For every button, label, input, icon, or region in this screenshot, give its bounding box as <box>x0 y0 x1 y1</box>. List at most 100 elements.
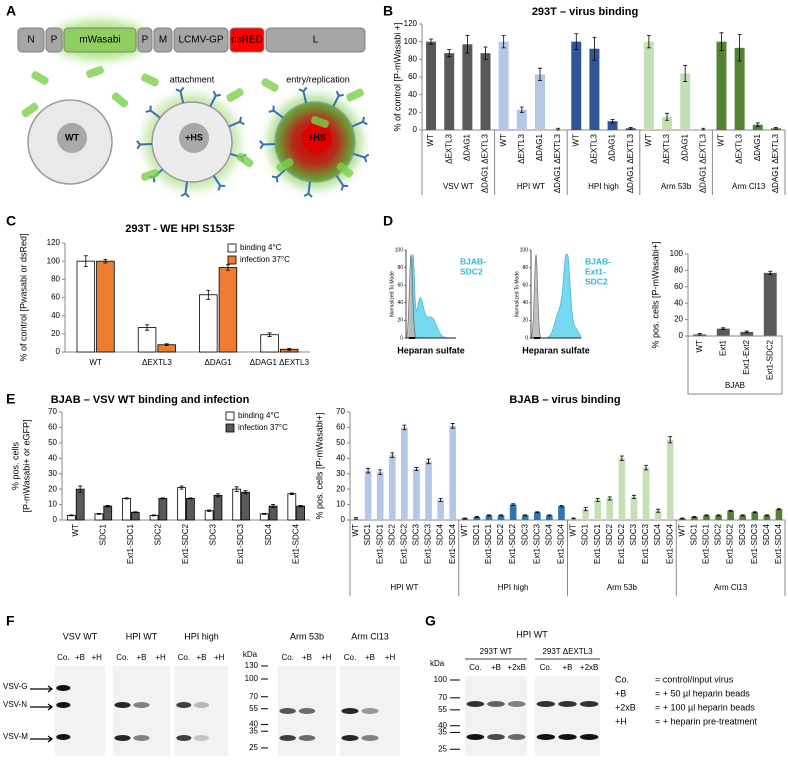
bar <box>607 121 618 130</box>
error-bar <box>287 347 292 351</box>
error-bar <box>225 264 230 271</box>
bar <box>594 499 602 520</box>
bar <box>413 469 420 520</box>
bar <box>571 41 582 130</box>
panel-label: D <box>383 213 393 229</box>
group-label: BJAB <box>725 381 745 390</box>
y-tick-label: 80 <box>397 265 403 271</box>
error-bar <box>243 490 248 495</box>
x-tick-label: ΔEXTL3 <box>590 133 599 163</box>
group-label: HPI WT <box>390 583 418 592</box>
y-tick-label: 100 <box>520 247 529 253</box>
x-tick-label: ΔDAG1 <box>680 133 689 161</box>
bar <box>498 41 509 130</box>
x-tick-label: Ext1-SDC4 <box>291 523 300 564</box>
error-bar <box>483 46 488 60</box>
bar <box>666 439 674 520</box>
x-tick-label: WT <box>644 134 653 147</box>
y-tick-label: 20 <box>48 484 57 493</box>
y-tick-label: 0 <box>525 335 528 341</box>
y-tick-label: 60 <box>408 72 417 81</box>
bar <box>582 509 589 520</box>
cell-label: +HS <box>185 132 203 142</box>
y-tick-label: 80 <box>408 54 417 63</box>
bar <box>534 74 545 130</box>
band <box>341 735 359 741</box>
x-tick-label: SDC3 <box>412 523 421 545</box>
group-label: HPI high <box>588 182 619 191</box>
band <box>56 734 71 740</box>
lane-label: Co. <box>469 663 481 672</box>
panel-label: A <box>6 3 16 19</box>
bar <box>177 487 186 521</box>
error-bar <box>716 514 721 517</box>
lane-label: +B <box>136 653 146 662</box>
x-tick-label: SDC2 <box>496 523 505 545</box>
receptors <box>136 86 370 198</box>
x-tick-label: ΔEXTL3 <box>517 133 526 163</box>
legend-label: binding 4°C <box>240 243 282 252</box>
lane-label: +H <box>91 653 102 662</box>
x-tick-label: SDC3 <box>209 523 218 545</box>
y-tick-label: 100 <box>47 256 61 265</box>
cell-label: +HS <box>308 132 326 142</box>
receptor <box>228 116 245 128</box>
x-tick-label: SDC3 <box>629 523 638 545</box>
x-tick-label: SDC4 <box>653 523 662 545</box>
bar <box>388 455 396 520</box>
error-bar <box>680 517 685 520</box>
x-tick-label: Ext1-SDC3 <box>750 523 759 564</box>
band <box>536 701 556 707</box>
virus-particle <box>311 116 329 128</box>
protein-label: VSV-M <box>3 732 28 741</box>
y-tick-label: 0 <box>341 515 346 524</box>
x-tick-label: Ext1-SDC2 <box>617 523 626 564</box>
error-bar <box>619 455 624 461</box>
bar <box>232 488 242 521</box>
receptor <box>209 90 221 107</box>
y-tick-label: 80 <box>51 274 60 283</box>
band <box>279 708 296 714</box>
panel-label: C <box>6 213 16 229</box>
error-bar <box>188 497 193 500</box>
bar <box>716 328 730 336</box>
group-label: HPI WT <box>517 182 545 191</box>
x-tick-label: SDC1 <box>363 523 372 545</box>
y-tick-label: 40 <box>336 453 345 462</box>
error-bar <box>607 496 612 501</box>
bar <box>364 470 372 520</box>
error-bar <box>426 458 431 465</box>
y-axis-label: [P-mWasabi+ or eGFP] <box>21 420 31 513</box>
error-bar <box>83 255 88 268</box>
ladder-label: 55 <box>438 705 447 714</box>
chart-title: BJAB – virus binding <box>509 394 620 406</box>
bar <box>426 41 437 130</box>
lane-label: +2xB <box>507 663 525 672</box>
lane-label: Co. <box>116 653 128 662</box>
error-bar <box>354 517 359 520</box>
error-bar <box>289 492 294 495</box>
legend-label: infection 37°C <box>240 255 290 264</box>
x-tick-label: WT <box>71 524 80 537</box>
virus-particle <box>21 102 39 118</box>
bar <box>376 472 384 520</box>
error-bar <box>683 65 688 82</box>
error-bar <box>595 498 600 502</box>
lane-label: +2xB <box>580 663 598 672</box>
protein-label: VSV-N <box>3 700 27 709</box>
y-tick-label: 60 <box>336 423 345 432</box>
y-axis-label: % of control [P-mWasabi +] <box>392 23 402 132</box>
x-tick-label: WT <box>677 524 686 537</box>
legend-key: +2xB <box>615 702 636 712</box>
y-tick-label: 60 <box>397 283 403 289</box>
y-tick-label: 30 <box>48 469 57 478</box>
band <box>298 735 316 741</box>
band <box>507 734 526 740</box>
x-tick-label: ΔDAG1 <box>205 358 233 367</box>
x-tick-label: ΔDAG1 <box>753 133 762 161</box>
y-tick-label: 80 <box>674 266 683 275</box>
band <box>279 735 296 741</box>
sample-label: BJAB- <box>585 256 611 266</box>
blot-header: HPI WT <box>516 629 548 639</box>
band <box>133 735 150 741</box>
